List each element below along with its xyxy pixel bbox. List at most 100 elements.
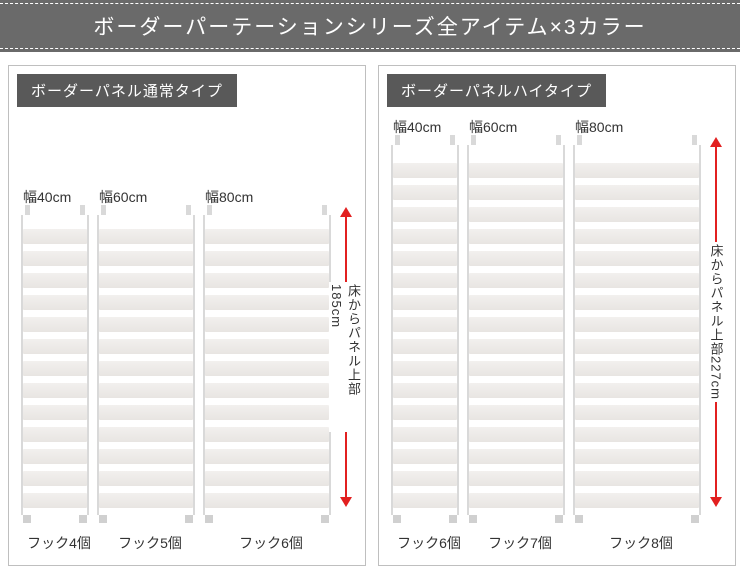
slat <box>23 471 87 486</box>
hook-label: フック6個 <box>203 533 339 553</box>
slat <box>393 361 457 376</box>
slat <box>205 295 329 310</box>
slat <box>205 361 329 376</box>
slat <box>575 493 699 508</box>
slat <box>23 493 87 508</box>
slat <box>205 449 329 464</box>
slat <box>393 339 457 354</box>
panel <box>391 145 459 515</box>
panel-column: 幅40cm <box>21 115 89 515</box>
height-label: 床からパネル上部185cm <box>329 282 363 432</box>
slat <box>469 229 563 244</box>
slat <box>575 427 699 442</box>
width-label: 幅80cm <box>203 187 253 207</box>
slat <box>99 427 193 442</box>
panel <box>97 215 195 515</box>
panels-area-high: 幅40cm幅60cm 幅80cm 床からパネル上部227cm <box>387 115 727 515</box>
slat <box>393 427 457 442</box>
hook-label: フック6個 <box>391 533 467 553</box>
slat <box>575 295 699 310</box>
slat <box>23 361 87 376</box>
slat <box>469 361 563 376</box>
slat <box>23 251 87 266</box>
width-label: 幅40cm <box>21 187 71 207</box>
slat <box>23 229 87 244</box>
slat <box>393 185 457 200</box>
slat <box>99 229 193 244</box>
slat <box>99 449 193 464</box>
height-arrow: 床からパネル上部185cm <box>335 207 357 507</box>
slat <box>393 471 457 486</box>
slat <box>469 493 563 508</box>
hook-label: フック7個 <box>467 533 573 553</box>
subtitle-high: ボーダーパネルハイタイプ <box>387 74 606 107</box>
panel <box>573 145 701 515</box>
slat <box>469 317 563 332</box>
slat <box>99 383 193 398</box>
hook-label: フック5個 <box>97 533 203 553</box>
slat <box>205 471 329 486</box>
slat <box>23 295 87 310</box>
slat <box>469 471 563 486</box>
width-label: 幅80cm <box>573 117 623 137</box>
slat <box>469 383 563 398</box>
slat <box>575 317 699 332</box>
slat <box>393 163 457 178</box>
hooks-row-normal: フック4個フック5個フック6個 <box>17 533 357 553</box>
panel <box>21 215 89 515</box>
slat <box>205 427 329 442</box>
slat <box>575 339 699 354</box>
slat <box>99 493 193 508</box>
slat <box>23 339 87 354</box>
height-arrow: 床からパネル上部227cm <box>705 137 727 507</box>
slat <box>575 405 699 420</box>
slat <box>469 339 563 354</box>
panels-area-normal: 幅40cm 幅60cm 幅80cm 床からパネル上部185cm <box>17 115 357 515</box>
slat <box>469 449 563 464</box>
arrow-down-icon <box>710 497 722 507</box>
slat <box>575 273 699 288</box>
slat <box>575 471 699 486</box>
height-label: 床からパネル上部227cm <box>707 242 726 402</box>
slat <box>469 405 563 420</box>
slat <box>575 207 699 222</box>
panel-column: 幅60cm <box>97 115 195 515</box>
slat <box>205 493 329 508</box>
slat <box>205 339 329 354</box>
slat <box>99 471 193 486</box>
slat <box>393 317 457 332</box>
hooks-row-high: フック6個フック7個フック8個 <box>387 533 727 553</box>
slat <box>99 339 193 354</box>
arrow-up-icon <box>340 207 352 217</box>
arrow-up-icon <box>710 137 722 147</box>
slat <box>469 427 563 442</box>
slat <box>393 405 457 420</box>
slat <box>575 449 699 464</box>
group-high: ボーダーパネルハイタイプ 幅40cm幅60cm 幅80cm 床からパネル上部227c… <box>378 65 736 566</box>
panel-column: 幅60cm <box>467 115 565 515</box>
panel <box>467 145 565 515</box>
main-title: ボーダーパーテーションシリーズ全アイテム×3カラー <box>0 3 740 49</box>
panel-column: 幅80cm <box>203 115 331 515</box>
slat <box>23 383 87 398</box>
slat <box>99 295 193 310</box>
slat <box>393 229 457 244</box>
slat <box>575 229 699 244</box>
slat <box>393 383 457 398</box>
slat <box>575 185 699 200</box>
slat <box>469 207 563 222</box>
subtitle-normal: ボーダーパネル通常タイプ <box>17 74 237 107</box>
slat <box>575 383 699 398</box>
slat <box>205 317 329 332</box>
slat <box>393 449 457 464</box>
slat <box>205 383 329 398</box>
slat <box>469 251 563 266</box>
panel-column: 幅40cm <box>391 115 459 515</box>
slat <box>575 361 699 376</box>
content-row: ボーダーパネル通常タイプ 幅40cm幅60cm幅80cm床からパネル上部185c… <box>0 65 740 566</box>
slat <box>469 185 563 200</box>
slat <box>205 273 329 288</box>
slat <box>99 317 193 332</box>
slat <box>99 251 193 266</box>
slat <box>575 251 699 266</box>
